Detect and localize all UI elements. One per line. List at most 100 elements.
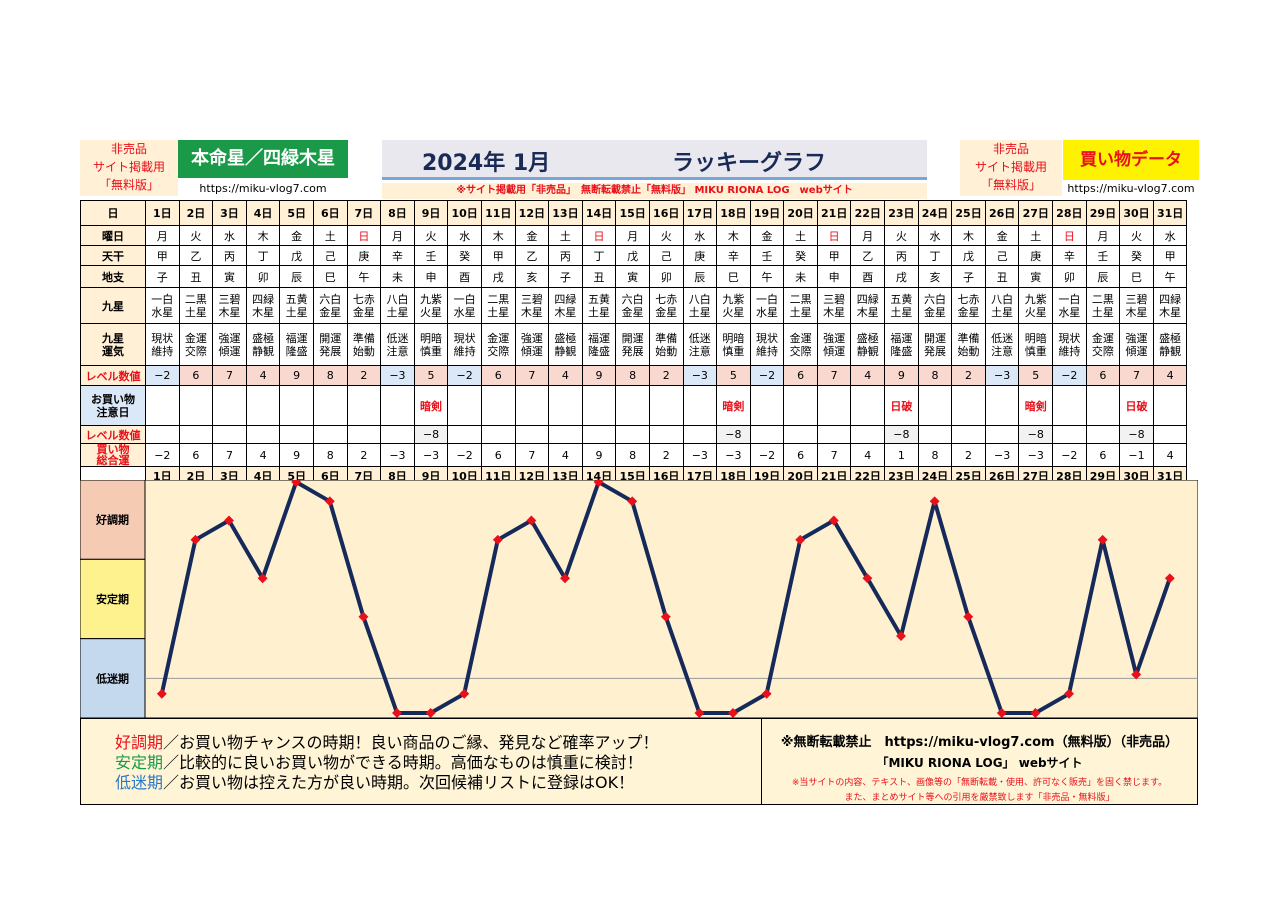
caution-level-cell	[1152, 425, 1188, 444]
kyusei-cell-line: 三碧	[823, 292, 846, 306]
luck-cell-line: 注意	[688, 344, 711, 358]
caution-level-cell	[480, 425, 516, 444]
kyusei-cell-line: 六白	[923, 292, 946, 306]
tenkan-cell: 甲	[145, 245, 180, 266]
kyusei-cell: 三碧 木星	[1119, 287, 1154, 324]
total-cell: 7	[514, 443, 550, 467]
kyusei-cell-line: 火星	[420, 305, 443, 319]
luck-cell-line: 現状	[755, 331, 778, 345]
day-cell: 22日	[850, 200, 886, 226]
tenkan-cell: 庚	[682, 245, 718, 266]
tenkan-cell: 辛	[716, 245, 751, 266]
kyusei-cell-line: 一白	[151, 292, 174, 306]
copyright-line2: 「MIKU RIONA LOG」 webサイト	[876, 756, 1083, 770]
caution-level-cell: −8	[716, 425, 751, 444]
kyusei-cell-line: 水星	[1058, 305, 1081, 319]
luck-cell: 盛極 静観	[1152, 323, 1188, 366]
luck-cell-line: 慎重	[420, 344, 443, 358]
luck-cell: 現状 維持	[145, 323, 180, 366]
site-url-left[interactable]: https://miku-vlog7.com	[199, 182, 327, 195]
day-cell: 18日	[716, 200, 751, 226]
total-cell: −2	[447, 443, 482, 467]
data-point-11	[492, 534, 503, 545]
weekday-cell: 日	[1052, 225, 1087, 246]
kyusei-cell-line: 五黄	[890, 292, 913, 306]
level-cell: −3	[984, 365, 1020, 386]
chishi-cell: 辰	[682, 265, 718, 288]
data-point-26	[996, 708, 1007, 718]
chishi-cell: 未	[783, 265, 818, 288]
total-cell: 6	[1085, 443, 1121, 467]
weekday-cell: 土	[1018, 225, 1054, 246]
total-cell: −3	[984, 443, 1020, 467]
luck-cell: 福運 隆盛	[884, 323, 919, 366]
tenkan-cell: 丁	[917, 245, 953, 266]
chishi-cell: 寅	[615, 265, 650, 288]
caution-cell	[1052, 385, 1087, 426]
luck-cell-line: 隆盛	[285, 344, 308, 358]
luck-cell-line: 低迷	[991, 331, 1014, 345]
site-url-right[interactable]: https://miku-vlog7.com	[1067, 182, 1195, 195]
luck-cell: 現状 維持	[749, 323, 785, 366]
luck-cell-line: 現状	[453, 331, 476, 345]
tenkan-cell: 甲	[816, 245, 852, 266]
row-label-level2: レベル数値	[80, 425, 146, 444]
kyusei-cell: 五黄 土星	[884, 287, 919, 324]
day-cell: 14日	[581, 200, 617, 226]
tenkan-cell: 乙	[514, 245, 550, 266]
weekday-cell: 金	[984, 225, 1020, 246]
chishi-cell: 申	[413, 265, 449, 288]
total-cell: −3	[716, 443, 751, 467]
luck-cell-line: 注意	[991, 344, 1014, 358]
level-cell: 5	[413, 365, 449, 386]
chishi-cell: 子	[951, 265, 986, 288]
caution-level-cell	[548, 425, 583, 444]
chishi-cell: 巳	[716, 265, 751, 288]
kyusei-cell: 七赤 金星	[346, 287, 382, 324]
weekday-cell: 月	[380, 225, 415, 246]
level-cell: −2	[1052, 365, 1087, 386]
tenkan-cell: 戊	[951, 245, 986, 266]
level-cell: 7	[514, 365, 550, 386]
weekday-cell: 水	[917, 225, 953, 246]
caution-level-cell	[682, 425, 718, 444]
notice-bar: ※サイト掲載用「非売品」 無断転載禁止「無料版」 MIKU RIONA LOG …	[382, 183, 927, 199]
day-cell: 3日	[212, 200, 247, 226]
data-point-25	[963, 611, 974, 622]
luck-cell-line: 注意	[386, 344, 409, 358]
kyusei-cell-line: 金星	[352, 305, 375, 319]
tenkan-cell: 丙	[548, 245, 583, 266]
luck-cell: 明暗 慎重	[413, 323, 449, 366]
luck-cell-line: 盛極	[554, 331, 577, 345]
caution-level-cell	[783, 425, 818, 444]
total-cell: −3	[380, 443, 415, 467]
luck-cell-line: 維持	[453, 344, 476, 358]
luck-cell-line: 隆盛	[890, 344, 913, 358]
kyusei-cell-line: 四緑	[1159, 292, 1182, 306]
luck-cell-line: 維持	[151, 344, 174, 358]
kyusei-cell-line: 土星	[688, 305, 711, 319]
caution-cell	[648, 385, 684, 426]
luck-cell: 低迷 注意	[380, 323, 415, 366]
luck-cell-line: 開運	[923, 331, 946, 345]
kyusei-cell: 九紫 火星	[413, 287, 449, 324]
luck-cell-line: 静観	[1159, 344, 1182, 358]
row-label-total-line: 総合運	[96, 454, 130, 467]
kyusei-cell: 二黒 土星	[783, 287, 818, 324]
weekday-cell: 水	[212, 225, 247, 246]
chishi-cell: 卯	[1052, 265, 1087, 288]
total-cell: −1	[1119, 443, 1154, 467]
kyusei-cell-line: 金星	[923, 305, 946, 319]
luck-cell: 盛極 静観	[850, 323, 886, 366]
caution-level-cell	[312, 425, 348, 444]
level-cell: 4	[548, 365, 583, 386]
data-point-12	[526, 515, 537, 526]
kyusei-cell-line: 四緑	[554, 292, 577, 306]
level-cell: −3	[682, 365, 718, 386]
kyusei-cell: 四緑 木星	[548, 287, 583, 324]
luck-cell: 金運 交際	[178, 323, 214, 366]
total-cell: −2	[145, 443, 180, 467]
caution-level-cell: −8	[1018, 425, 1054, 444]
weekday-cell: 金	[514, 225, 550, 246]
day-cell: 1日	[145, 200, 180, 226]
